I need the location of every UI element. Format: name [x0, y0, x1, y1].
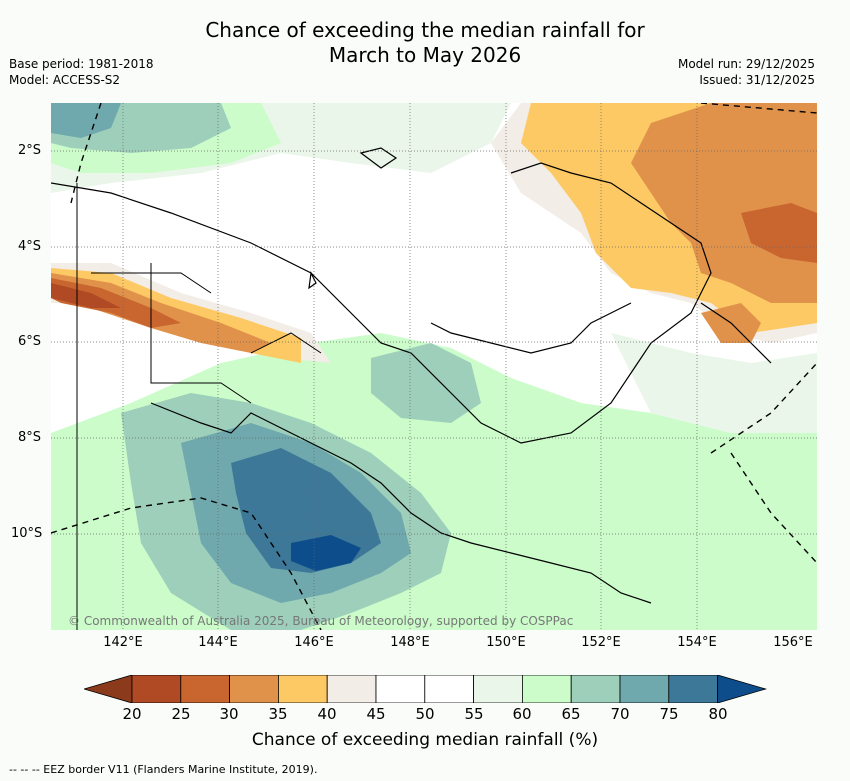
colorbar-extend-low	[84, 675, 133, 703]
colorbar-label: Chance of exceeding median rainfall (%)	[251, 730, 599, 750]
graticule	[51, 103, 817, 630]
lon-label-146e: 146°E	[294, 635, 334, 650]
coastlines	[51, 147, 772, 604]
region-80-plus-south	[291, 535, 361, 571]
colorbar-segment	[570, 675, 621, 703]
colorbar-segment	[131, 675, 182, 703]
model-run: Model run: 29/12/2025	[677, 57, 815, 71]
colorbar-segment	[277, 675, 328, 703]
colorbar-segment	[619, 675, 670, 703]
region-20-25-west-band	[51, 283, 121, 308]
base-period: Base period: 1981-2018	[9, 57, 154, 71]
meta-left: Base period: 1981-2018 Model: ACCESS-S2	[9, 56, 154, 88]
borders	[76, 183, 322, 630]
region-25-30-northeast	[741, 203, 817, 263]
cb-tick-70: 70	[610, 705, 630, 723]
cb-tick-30: 30	[219, 705, 239, 723]
title-line-2: March to May 2026	[328, 43, 522, 67]
lon-label-154e: 154°E	[677, 635, 717, 650]
cb-tick-75: 75	[659, 705, 679, 723]
colorbar	[84, 675, 768, 703]
eez-legend: -- -- -- EEZ border V11 (Flanders Marine…	[9, 763, 318, 776]
cb-tick-50: 50	[415, 705, 435, 723]
region-55-60-east	[611, 333, 817, 433]
lon-label-150e: 150°E	[486, 635, 526, 650]
meta-right: Model run: 29/12/2025 Issued: 31/12/2025	[678, 56, 815, 88]
lon-label-156e: 156°E	[773, 635, 813, 650]
lat-label-10s: 10°S	[11, 526, 43, 541]
title-line-1: Chance of exceeding the median rainfall …	[205, 18, 645, 42]
cb-tick-35: 35	[268, 705, 288, 723]
colorbar-segment	[668, 675, 718, 703]
rainfall-map	[51, 103, 817, 630]
colorbar-segment	[375, 675, 426, 703]
cb-tick-25: 25	[171, 705, 191, 723]
model-name: Model: ACCESS-S2	[9, 73, 121, 87]
lon-label-148e: 148°E	[390, 635, 430, 650]
eez-borders	[51, 103, 817, 630]
colorbar-extend-high	[717, 675, 768, 703]
lat-label-8s: 8°S	[18, 430, 42, 445]
cb-tick-80: 80	[708, 705, 728, 723]
colorbar-segment	[473, 675, 523, 703]
lat-label-2s: 2°S	[18, 143, 42, 158]
cb-tick-55: 55	[464, 705, 484, 723]
lon-label-142e: 142°E	[103, 635, 143, 650]
colorbar-segments	[84, 675, 768, 703]
colorbar-segment	[424, 675, 474, 703]
lon-label-144e: 144°E	[198, 635, 238, 650]
lat-label-4s: 4°S	[18, 239, 42, 254]
colorbar-segment	[229, 675, 279, 703]
cb-tick-60: 60	[512, 705, 532, 723]
lon-label-152e: 152°E	[581, 635, 621, 650]
region-70-75-northwest	[51, 103, 121, 138]
colorbar-segment	[326, 675, 377, 703]
lat-label-6s: 6°S	[18, 334, 42, 349]
cb-tick-20: 20	[122, 705, 142, 723]
chart-title: Chance of exceeding the median rainfall …	[0, 18, 850, 68]
region-30-35-northeast	[631, 103, 817, 303]
region-65-70-central	[371, 343, 481, 423]
colorbar-segment	[180, 675, 231, 703]
region-25-30-west-band	[51, 278, 181, 328]
cb-tick-45: 45	[366, 705, 386, 723]
colorbar-segment	[521, 675, 572, 703]
copyright-notice: © Commonwealth of Australia 2025, Bureau…	[68, 614, 574, 628]
cb-tick-65: 65	[561, 705, 581, 723]
cb-tick-40: 40	[317, 705, 337, 723]
issued-date: Issued: 31/12/2025	[699, 73, 815, 87]
